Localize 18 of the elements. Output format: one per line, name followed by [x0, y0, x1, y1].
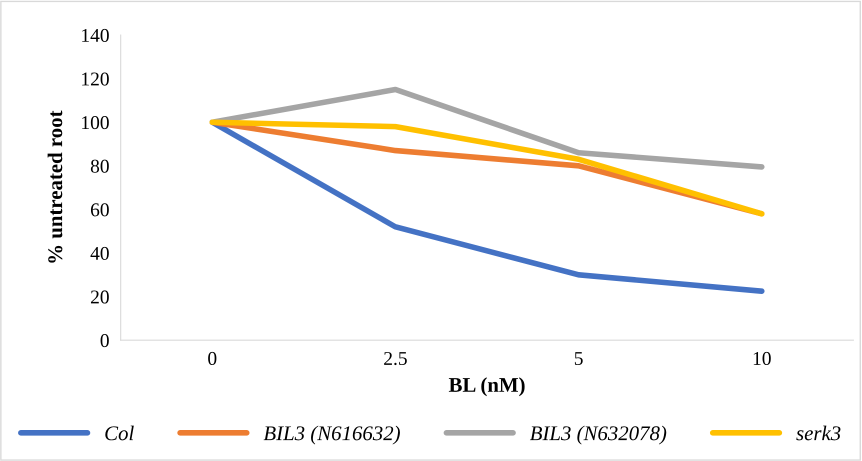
- x-tick-label: 5: [574, 352, 583, 366]
- y-tick-label: 120: [82, 72, 109, 86]
- y-tick-label: 80: [90, 160, 109, 173]
- y-tick-label: 140: [82, 28, 109, 42]
- x-tick-label: 0: [208, 352, 216, 366]
- x-axis-title: BL (nM): [448, 377, 525, 396]
- legend-label: Col: [105, 426, 134, 440]
- legend-label: serk3: [796, 426, 840, 440]
- x-tick-label: 2.5: [384, 352, 407, 366]
- y-tick-label: 40: [90, 246, 109, 260]
- y-tick-label: 60: [90, 203, 109, 216]
- y-tick-label: 0: [100, 334, 109, 348]
- y-tick-label: 100: [82, 116, 109, 130]
- x-tick-label: 10: [754, 352, 771, 366]
- y-axis-title: % untreated root: [48, 110, 62, 263]
- legend-label: BIL3 (N616632): [264, 426, 400, 445]
- legend-label: BIL3 (N632078): [530, 426, 666, 445]
- y-tick-label: 20: [90, 290, 109, 304]
